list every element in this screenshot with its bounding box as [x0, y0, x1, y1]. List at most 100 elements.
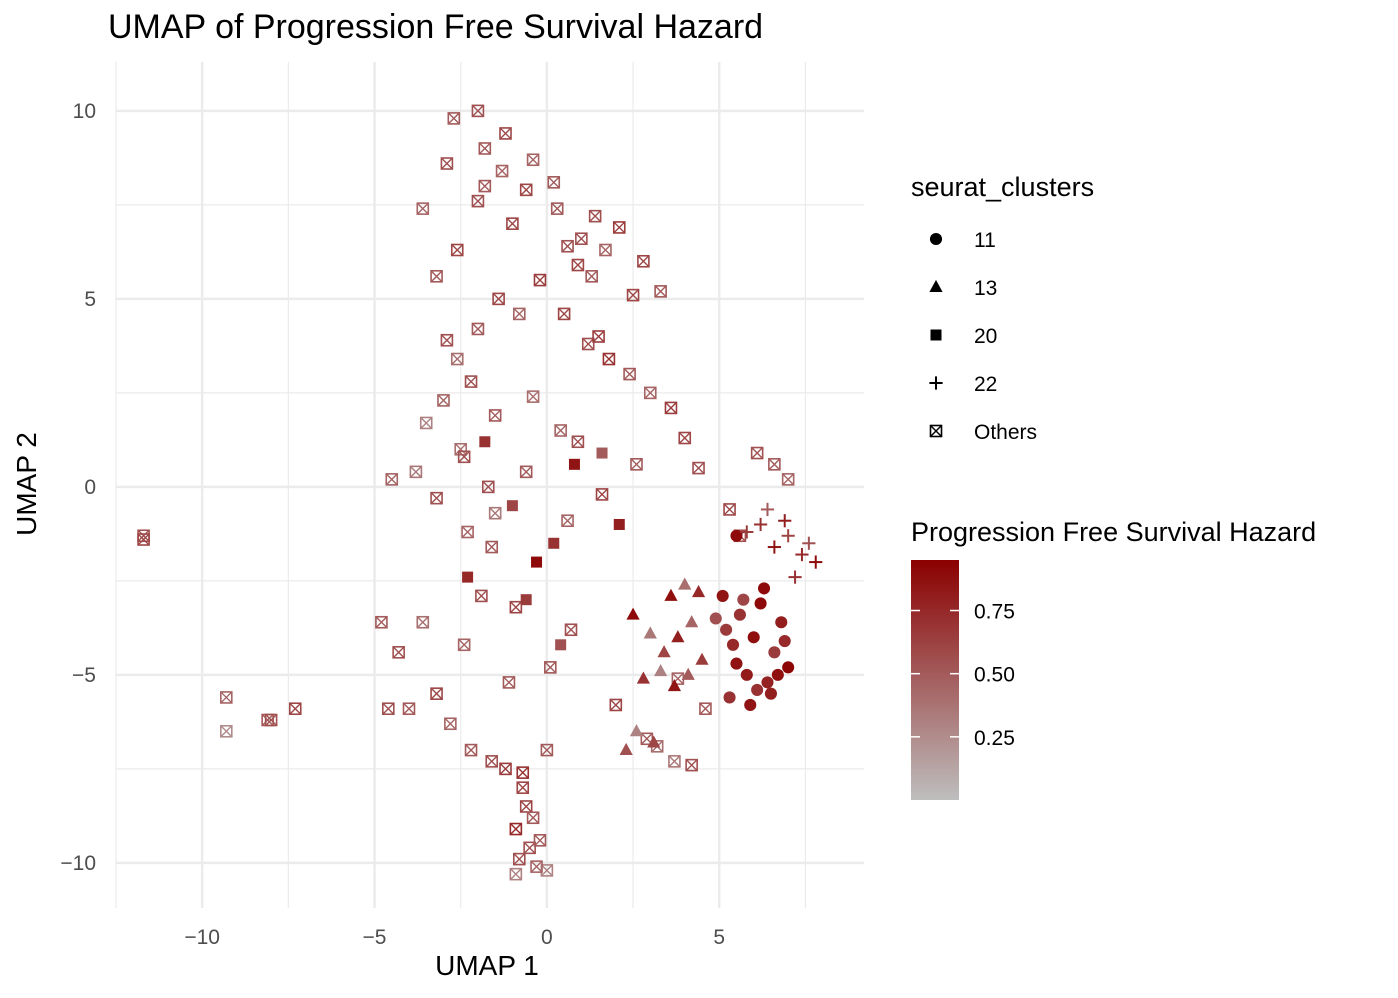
point-others	[599, 243, 612, 257]
colorbar-tick-label: 0.75	[974, 601, 1015, 624]
shape-legend-title: seurat_clusters	[911, 172, 1094, 202]
point-13	[619, 742, 633, 756]
point-13	[691, 585, 706, 598]
point-others	[637, 254, 650, 268]
point-others	[488, 409, 502, 422]
point-others	[668, 755, 681, 768]
point-20	[520, 594, 532, 606]
point-others	[457, 638, 471, 652]
point-others	[643, 386, 657, 400]
point-11	[720, 623, 733, 636]
point-20	[596, 447, 608, 459]
point-others	[692, 461, 705, 475]
point-others	[485, 540, 499, 554]
point-others	[664, 401, 678, 415]
point-others	[512, 307, 526, 321]
colorbar-tick-label: 0.25	[974, 727, 1015, 750]
point-others	[519, 465, 533, 479]
legend-label: 11	[974, 229, 996, 252]
point-others	[485, 755, 499, 768]
point-others	[533, 834, 547, 847]
point-13	[671, 630, 685, 643]
y-tick-label: −10	[60, 852, 96, 875]
point-13	[681, 667, 695, 680]
point-13	[643, 626, 657, 639]
legend-key-22	[929, 376, 943, 390]
point-others	[478, 142, 492, 155]
x-tick-label: −5	[363, 926, 387, 949]
point-others	[561, 514, 574, 528]
point-others	[585, 270, 598, 283]
point-others	[464, 375, 478, 388]
point-11	[778, 634, 791, 648]
point-others	[464, 743, 478, 757]
point-others	[437, 394, 450, 407]
color-bar	[911, 560, 959, 800]
point-others	[509, 600, 523, 614]
y-tick-label: 5	[84, 288, 96, 311]
point-others	[581, 337, 595, 351]
point-13	[654, 663, 668, 677]
point-others	[392, 646, 405, 659]
point-others	[530, 860, 543, 873]
point-13	[636, 671, 650, 684]
legend-label: 22	[974, 373, 997, 396]
point-13	[647, 735, 661, 748]
x-tick-label: −10	[184, 926, 220, 949]
point-others	[137, 533, 150, 546]
point-others	[492, 292, 505, 306]
point-22	[778, 514, 792, 528]
point-others	[457, 450, 471, 464]
point-others	[523, 841, 536, 855]
point-others	[544, 661, 557, 674]
point-others	[416, 202, 430, 215]
point-11	[764, 687, 777, 700]
point-20	[479, 436, 491, 448]
legend-label: 13	[974, 277, 997, 300]
point-11	[723, 691, 736, 704]
chart-title: UMAP of Progression Free Survival Hazard	[108, 8, 763, 46]
point-others	[519, 183, 533, 197]
shape-legend: seurat_clusters 11 13 20 22 Others	[911, 172, 1094, 444]
point-13	[664, 588, 678, 601]
point-others	[547, 176, 561, 189]
point-22	[788, 570, 802, 584]
y-tick-label: −5	[72, 664, 96, 687]
point-others	[402, 702, 416, 716]
point-13	[678, 577, 692, 590]
point-others	[416, 615, 430, 629]
point-11	[730, 529, 743, 542]
point-11	[775, 616, 788, 629]
point-others	[375, 615, 388, 629]
legend-key-others	[929, 424, 943, 438]
point-others	[409, 465, 423, 479]
x-tick-label: 0	[541, 926, 553, 949]
x-axis-title: UMAP 1	[435, 950, 539, 981]
point-others	[626, 288, 640, 302]
point-others	[475, 589, 488, 603]
point-others	[512, 852, 526, 866]
point-11	[771, 668, 784, 681]
point-11	[782, 661, 795, 674]
point-others	[526, 153, 540, 167]
point-13	[667, 679, 682, 692]
point-others	[592, 330, 605, 343]
point-others	[499, 127, 512, 140]
point-22	[781, 529, 795, 543]
point-11	[761, 676, 774, 689]
point-22	[753, 517, 768, 532]
point-20	[613, 518, 625, 530]
point-11	[716, 589, 729, 602]
point-11	[726, 638, 740, 651]
legend-label: Others	[974, 421, 1037, 444]
color-legend-title: Progression Free Survival Hazard	[911, 517, 1316, 547]
point-11	[733, 608, 746, 621]
point-others	[440, 333, 454, 347]
point-13	[657, 645, 671, 658]
point-11	[754, 597, 767, 610]
point-others	[564, 623, 578, 637]
point-others	[723, 503, 736, 516]
point-others	[385, 473, 399, 486]
point-others	[685, 758, 698, 772]
point-others	[554, 424, 567, 437]
